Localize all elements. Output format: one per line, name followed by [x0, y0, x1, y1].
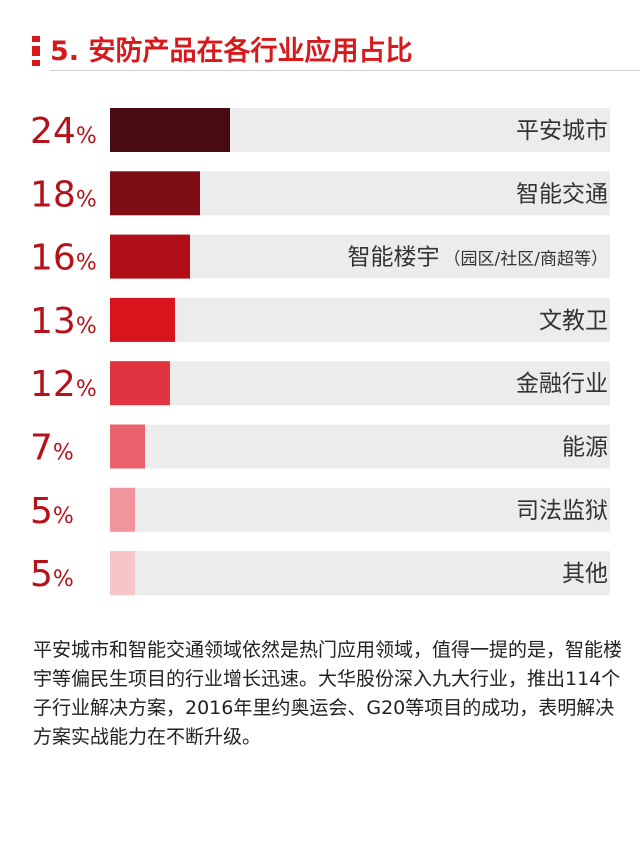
category-label: 金融行业: [516, 371, 608, 397]
description-text: 平安城市和智能交通领域依然是热门应用领域，值得一提的是，智能楼宇等偏民生项目的行…: [33, 639, 623, 748]
bar-track: [110, 424, 610, 469]
value-label: 5%: [30, 554, 74, 595]
value-label: 5%: [30, 491, 74, 532]
bar: [110, 234, 190, 279]
bar: [110, 297, 175, 342]
bar: [110, 424, 145, 469]
category-label: 司法监狱: [516, 498, 608, 524]
header-divider: [50, 70, 640, 71]
bar-chart: 24% 平安城市 18% 智能交通 16% 智能楼宇 （园区/社区/商超等） 13% 文教卫 12…: [30, 108, 610, 596]
value-label: 18%: [30, 174, 97, 215]
bar: [110, 361, 170, 406]
bar-track: [110, 361, 610, 406]
value-label: 24%: [30, 111, 97, 152]
title-marker-icon: [32, 36, 40, 66]
category-label: 文教卫: [539, 308, 608, 334]
bar-track: [110, 487, 610, 532]
bar: [110, 551, 135, 596]
bar-track: [110, 551, 610, 596]
category-label: 平安城市: [516, 118, 608, 144]
category-label: 能源: [562, 435, 608, 461]
page-title: 5. 安防产品在各行业应用占比: [50, 36, 413, 67]
category-label: 智能交通: [516, 181, 608, 207]
bar-track: [110, 234, 610, 279]
value-label: 16%: [30, 238, 97, 279]
header: 5. 安防产品在各行业应用占比: [0, 0, 640, 72]
value-label: 13%: [30, 301, 97, 342]
category-label: 其他: [562, 561, 608, 587]
value-label: 7%: [30, 428, 74, 469]
bar-track: [110, 297, 610, 342]
bar: [110, 487, 135, 532]
value-label: 12%: [30, 364, 97, 405]
bar: [110, 171, 200, 216]
category-label: 智能楼宇 （园区/社区/商超等）: [348, 245, 608, 271]
bar: [110, 108, 230, 152]
